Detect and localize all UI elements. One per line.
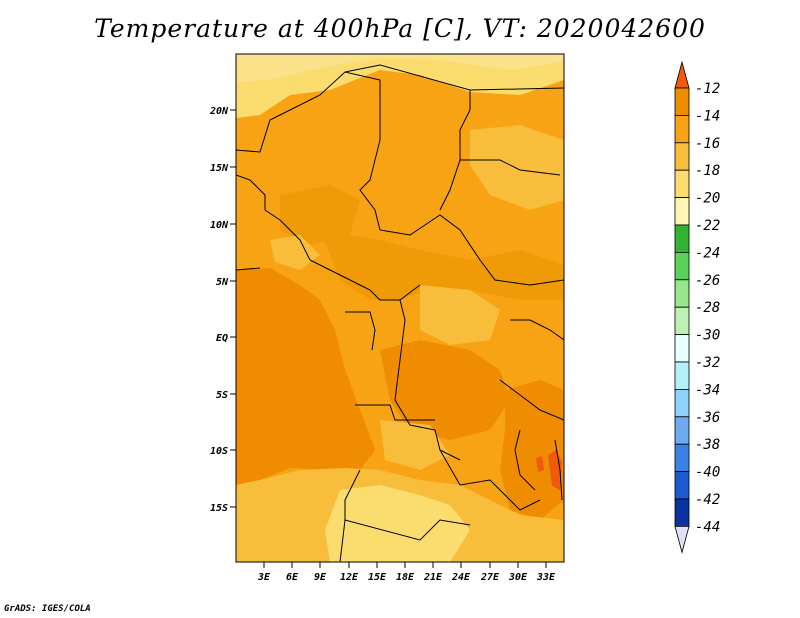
y-tick-label: 10S: [210, 446, 228, 457]
temperature-field: [236, 54, 564, 562]
colorbar-box: [674, 498, 690, 527]
colorbar-level-label: -34: [695, 382, 720, 398]
colorbar-level-label: -32: [695, 355, 720, 371]
x-tick-label: 15E: [368, 572, 387, 583]
colorbar-level-label: -14: [695, 108, 720, 124]
colorbar-level-label: -38: [695, 437, 720, 453]
x-tick-label: 30E: [508, 572, 528, 583]
x-axis: [263, 562, 547, 568]
colorbar-level-label: -36: [695, 410, 720, 426]
y-tick-label: 20N: [209, 106, 229, 117]
colorbar-box: [674, 279, 690, 308]
colorbar: -12 -14 -16 -18 -20 -22 -24 -26 -28 -30 -32 -34 -36 -…: [674, 60, 720, 554]
colorbar-level-label: -28: [695, 300, 720, 316]
colorbar-level-label: -24: [695, 245, 720, 261]
x-tick-label: 9E: [314, 572, 327, 583]
colorbar-level-label: -20: [695, 191, 720, 207]
colorbar-box: [674, 142, 690, 171]
x-tick-label: 27E: [480, 572, 500, 583]
y-axis: [230, 109, 236, 508]
x-tick-label: 18E: [396, 572, 415, 583]
y-tick-label: 15S: [210, 503, 228, 514]
colorbar-level-label: -22: [695, 218, 720, 234]
x-tick-label: 3E: [257, 572, 271, 583]
colorbar-box: [674, 471, 690, 500]
colorbar-level-label: -42: [695, 492, 720, 508]
colorbar-box: [674, 361, 690, 390]
colorbar-box: [674, 87, 690, 116]
colorbar-box: [674, 251, 690, 281]
map-frame: [235, 53, 565, 563]
x-tick-label: 6E: [286, 572, 299, 583]
colorbar-box: [674, 224, 690, 253]
colorbar-box: [674, 169, 690, 198]
colorbar-box: [674, 334, 690, 363]
colorbar-box: [674, 115, 690, 144]
x-tick-label: 24E: [451, 572, 471, 583]
colorbar-top-arrow: [674, 60, 690, 89]
footer-credit: GrADS: IGES/COLA: [4, 604, 91, 614]
colorbar-level-label: -12: [695, 81, 720, 97]
colorbar-level-label: -26: [695, 273, 720, 289]
y-tick-label: 15N: [210, 163, 229, 174]
colorbar-level-label: -30: [695, 328, 720, 344]
colorbar-level-label: -44: [695, 519, 720, 535]
y-tick-label: 5N: [216, 277, 229, 288]
x-tick-label: 21E: [423, 572, 443, 583]
x-tick-label: 12E: [340, 572, 359, 583]
y-tick-label: 10N: [210, 220, 229, 231]
x-tick-label: 33E: [536, 572, 556, 583]
colorbar-level-label: -16: [695, 136, 720, 152]
y-tick-label: EQ: [216, 333, 228, 344]
colorbar-box: [674, 197, 690, 226]
colorbar-bottom-arrow: [674, 526, 690, 554]
colorbar-box: [674, 388, 690, 418]
chart-title: Temperature at 400hPa [C], VT: 202004260…: [94, 14, 706, 43]
colorbar-box: [674, 306, 690, 336]
colorbar-box: [674, 443, 690, 473]
colorbar-level-label: -40: [695, 465, 720, 481]
colorbar-box: [674, 416, 690, 445]
country-borders: [236, 64, 564, 562]
colorbar-level-label: -18: [695, 163, 720, 179]
y-tick-label: 5S: [216, 390, 228, 401]
